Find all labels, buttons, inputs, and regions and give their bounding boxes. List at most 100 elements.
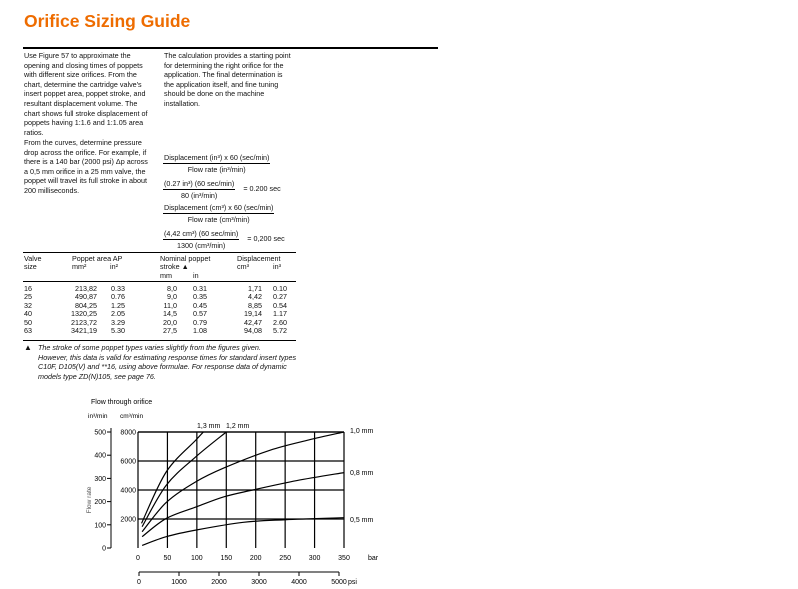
y-tick-label-cm3: 8000 bbox=[120, 430, 136, 437]
table-cell: 63 bbox=[24, 326, 32, 335]
text-line: for determining the right orifice for th… bbox=[164, 60, 284, 70]
table-cell: 0.54 bbox=[273, 300, 287, 310]
x-tick-label: 150 bbox=[220, 555, 232, 562]
formula-numerator: Displacement (in³) x 60 (sec/min) bbox=[163, 153, 271, 164]
text-line: there is a 140 bar (2000 psi) Δp across bbox=[24, 157, 148, 167]
header-displacement: Displacement bbox=[237, 254, 281, 263]
table-cell: 94,08 bbox=[244, 326, 262, 335]
y-tick-label-in3: 300 bbox=[94, 476, 106, 483]
text-line: 200 milliseconds. bbox=[24, 185, 80, 195]
table-cell: 0.57 bbox=[193, 309, 207, 319]
text-line: models type ZD(N)105, see page 76. bbox=[38, 371, 156, 381]
header-nominal-poppet: Nominal poppet bbox=[160, 254, 211, 263]
header-size: size bbox=[24, 262, 37, 271]
table-cell: 804,25 bbox=[75, 300, 97, 310]
table-cell: 0.27 bbox=[273, 292, 287, 302]
table-cell: 3.29 bbox=[111, 317, 125, 327]
table-cell: 14,5 bbox=[163, 309, 177, 319]
formula: (4,42 cm³) (60 sec/min) 1300 (cm³/min) =… bbox=[163, 229, 285, 250]
y-tick-label-in3: 100 bbox=[94, 522, 106, 529]
formula: Displacement (cm³) x 60 (sec/min) Flow r… bbox=[163, 203, 275, 224]
header-area-mm2: mm² bbox=[72, 262, 87, 271]
y-tick-label-in3: 500 bbox=[94, 430, 106, 437]
series-label: 0,5 mm bbox=[350, 517, 374, 524]
table-footnote: The stroke of some poppet types varies s… bbox=[38, 343, 296, 381]
text-line: From the curves, determine pressure bbox=[24, 138, 142, 147]
psi-tick-label: 4000 bbox=[291, 579, 307, 586]
example-paragraph: From the curves, determine pressure drop … bbox=[24, 138, 148, 196]
title-rule bbox=[23, 47, 438, 49]
text-line: poppet will travel its full stroke in ab… bbox=[24, 176, 148, 186]
psi-tick-label: 2000 bbox=[211, 579, 227, 586]
formula: Displacement (in³) x 60 (sec/min) Flow r… bbox=[163, 153, 271, 174]
table-cell: 0.33 bbox=[111, 284, 125, 293]
table-cell: 0.35 bbox=[193, 292, 207, 302]
text-line: The stroke of some poppet types varies s… bbox=[38, 343, 261, 352]
formula-denominator: Flow rate (cm³/min) bbox=[187, 215, 250, 224]
table-top-rule bbox=[23, 252, 296, 253]
text-line: resultant displacement volume. The bbox=[24, 98, 138, 108]
table-cell: 1.08 bbox=[193, 326, 207, 335]
curve-12 bbox=[141, 431, 227, 527]
table-cell: 4,42 bbox=[248, 292, 262, 302]
text-line: should be done on the machine bbox=[164, 89, 265, 99]
table-cell: 2.05 bbox=[111, 309, 125, 319]
table-cell: 0.45 bbox=[193, 300, 207, 310]
header-stroke-mm: mm bbox=[160, 271, 172, 280]
y-tick-label-in3: 400 bbox=[94, 453, 106, 460]
x-tick-label: 300 bbox=[309, 555, 321, 562]
table-cell: 19,14 bbox=[244, 309, 262, 319]
table-cell: 40 bbox=[24, 309, 32, 319]
formula-result: = 0.200 sec bbox=[243, 184, 281, 193]
header-disp-in3: in³ bbox=[273, 262, 281, 271]
table-cell: 1.25 bbox=[111, 300, 125, 310]
table-cell: 213,82 bbox=[75, 284, 97, 293]
table-cell: 25 bbox=[24, 292, 32, 302]
table-cell: 1,71 bbox=[248, 284, 262, 293]
psi-tick-label: 1000 bbox=[171, 579, 187, 586]
header-poppet-area: Poppet area AP bbox=[72, 254, 123, 263]
y-tick-label-in3: 0 bbox=[102, 546, 106, 553]
y-axis-label: Flow rate bbox=[86, 486, 93, 513]
y-unit-right: cm³/min bbox=[120, 413, 143, 420]
table-cell: 3421,19 bbox=[71, 326, 97, 335]
text-line: a 0,5 mm orifice in a 25 mm valve, the bbox=[24, 166, 146, 176]
table-cell: 20,0 bbox=[163, 317, 177, 327]
header-stroke: stroke ▲ bbox=[160, 262, 189, 271]
table-cell: 0.10 bbox=[273, 284, 287, 293]
x-tick-label: 200 bbox=[250, 555, 262, 562]
table-cell: 2.60 bbox=[273, 317, 287, 327]
table-cell: 1320,25 bbox=[71, 309, 97, 319]
formula-numerator: Displacement (cm³) x 60 (sec/min) bbox=[163, 203, 275, 214]
x-tick-label: 350 bbox=[338, 555, 350, 562]
psi-tick-label: 0 bbox=[137, 579, 141, 586]
table-cell: 490,87 bbox=[75, 292, 97, 302]
text-line: drop across the orifice. For example, if bbox=[24, 147, 147, 157]
table-cell: 0.31 bbox=[193, 284, 207, 293]
x-tick-label: 250 bbox=[279, 555, 291, 562]
header-stroke-in: in bbox=[193, 271, 199, 280]
text-line: ratios. bbox=[24, 127, 44, 137]
table-cell: 27,5 bbox=[163, 326, 177, 335]
text-line: C10F, D105(V) and **16, using above form… bbox=[38, 362, 287, 372]
curve-10 bbox=[141, 431, 345, 533]
header-valve: Valve bbox=[24, 254, 42, 263]
table-cell: 42,47 bbox=[244, 317, 262, 327]
psi-tick-label: 5000 bbox=[331, 579, 347, 586]
text-line: Use Figure 57 to approximate the bbox=[24, 51, 131, 60]
formula-denominator: 80 (in³/min) bbox=[180, 191, 218, 200]
table-cell: 2123,72 bbox=[71, 317, 97, 327]
formula-denominator: Flow rate (in³/min) bbox=[187, 165, 246, 174]
table-header-rule bbox=[23, 281, 296, 282]
series-label: 1,0 mm bbox=[350, 428, 374, 435]
formula-numerator: (0.27 in³) (60 sec/min) bbox=[163, 179, 236, 190]
curve-13 bbox=[140, 431, 204, 524]
formula-denominator: 1300 (cm³/min) bbox=[176, 241, 226, 250]
poppet-table: Valve size Poppet area AP mm² in² Nominal pop… bbox=[0, 0, 300, 335]
table-cell: 1.17 bbox=[273, 309, 287, 319]
flow-chart: Flow through orifice in³/min cm³/min Flow r… bbox=[86, 399, 379, 586]
table-cell: 5.72 bbox=[273, 326, 287, 335]
text-line: chart, determine the cartridge valve's bbox=[24, 79, 142, 89]
formula-result: = 0,200 sec bbox=[247, 234, 285, 243]
table-cell: 8,85 bbox=[248, 300, 262, 310]
